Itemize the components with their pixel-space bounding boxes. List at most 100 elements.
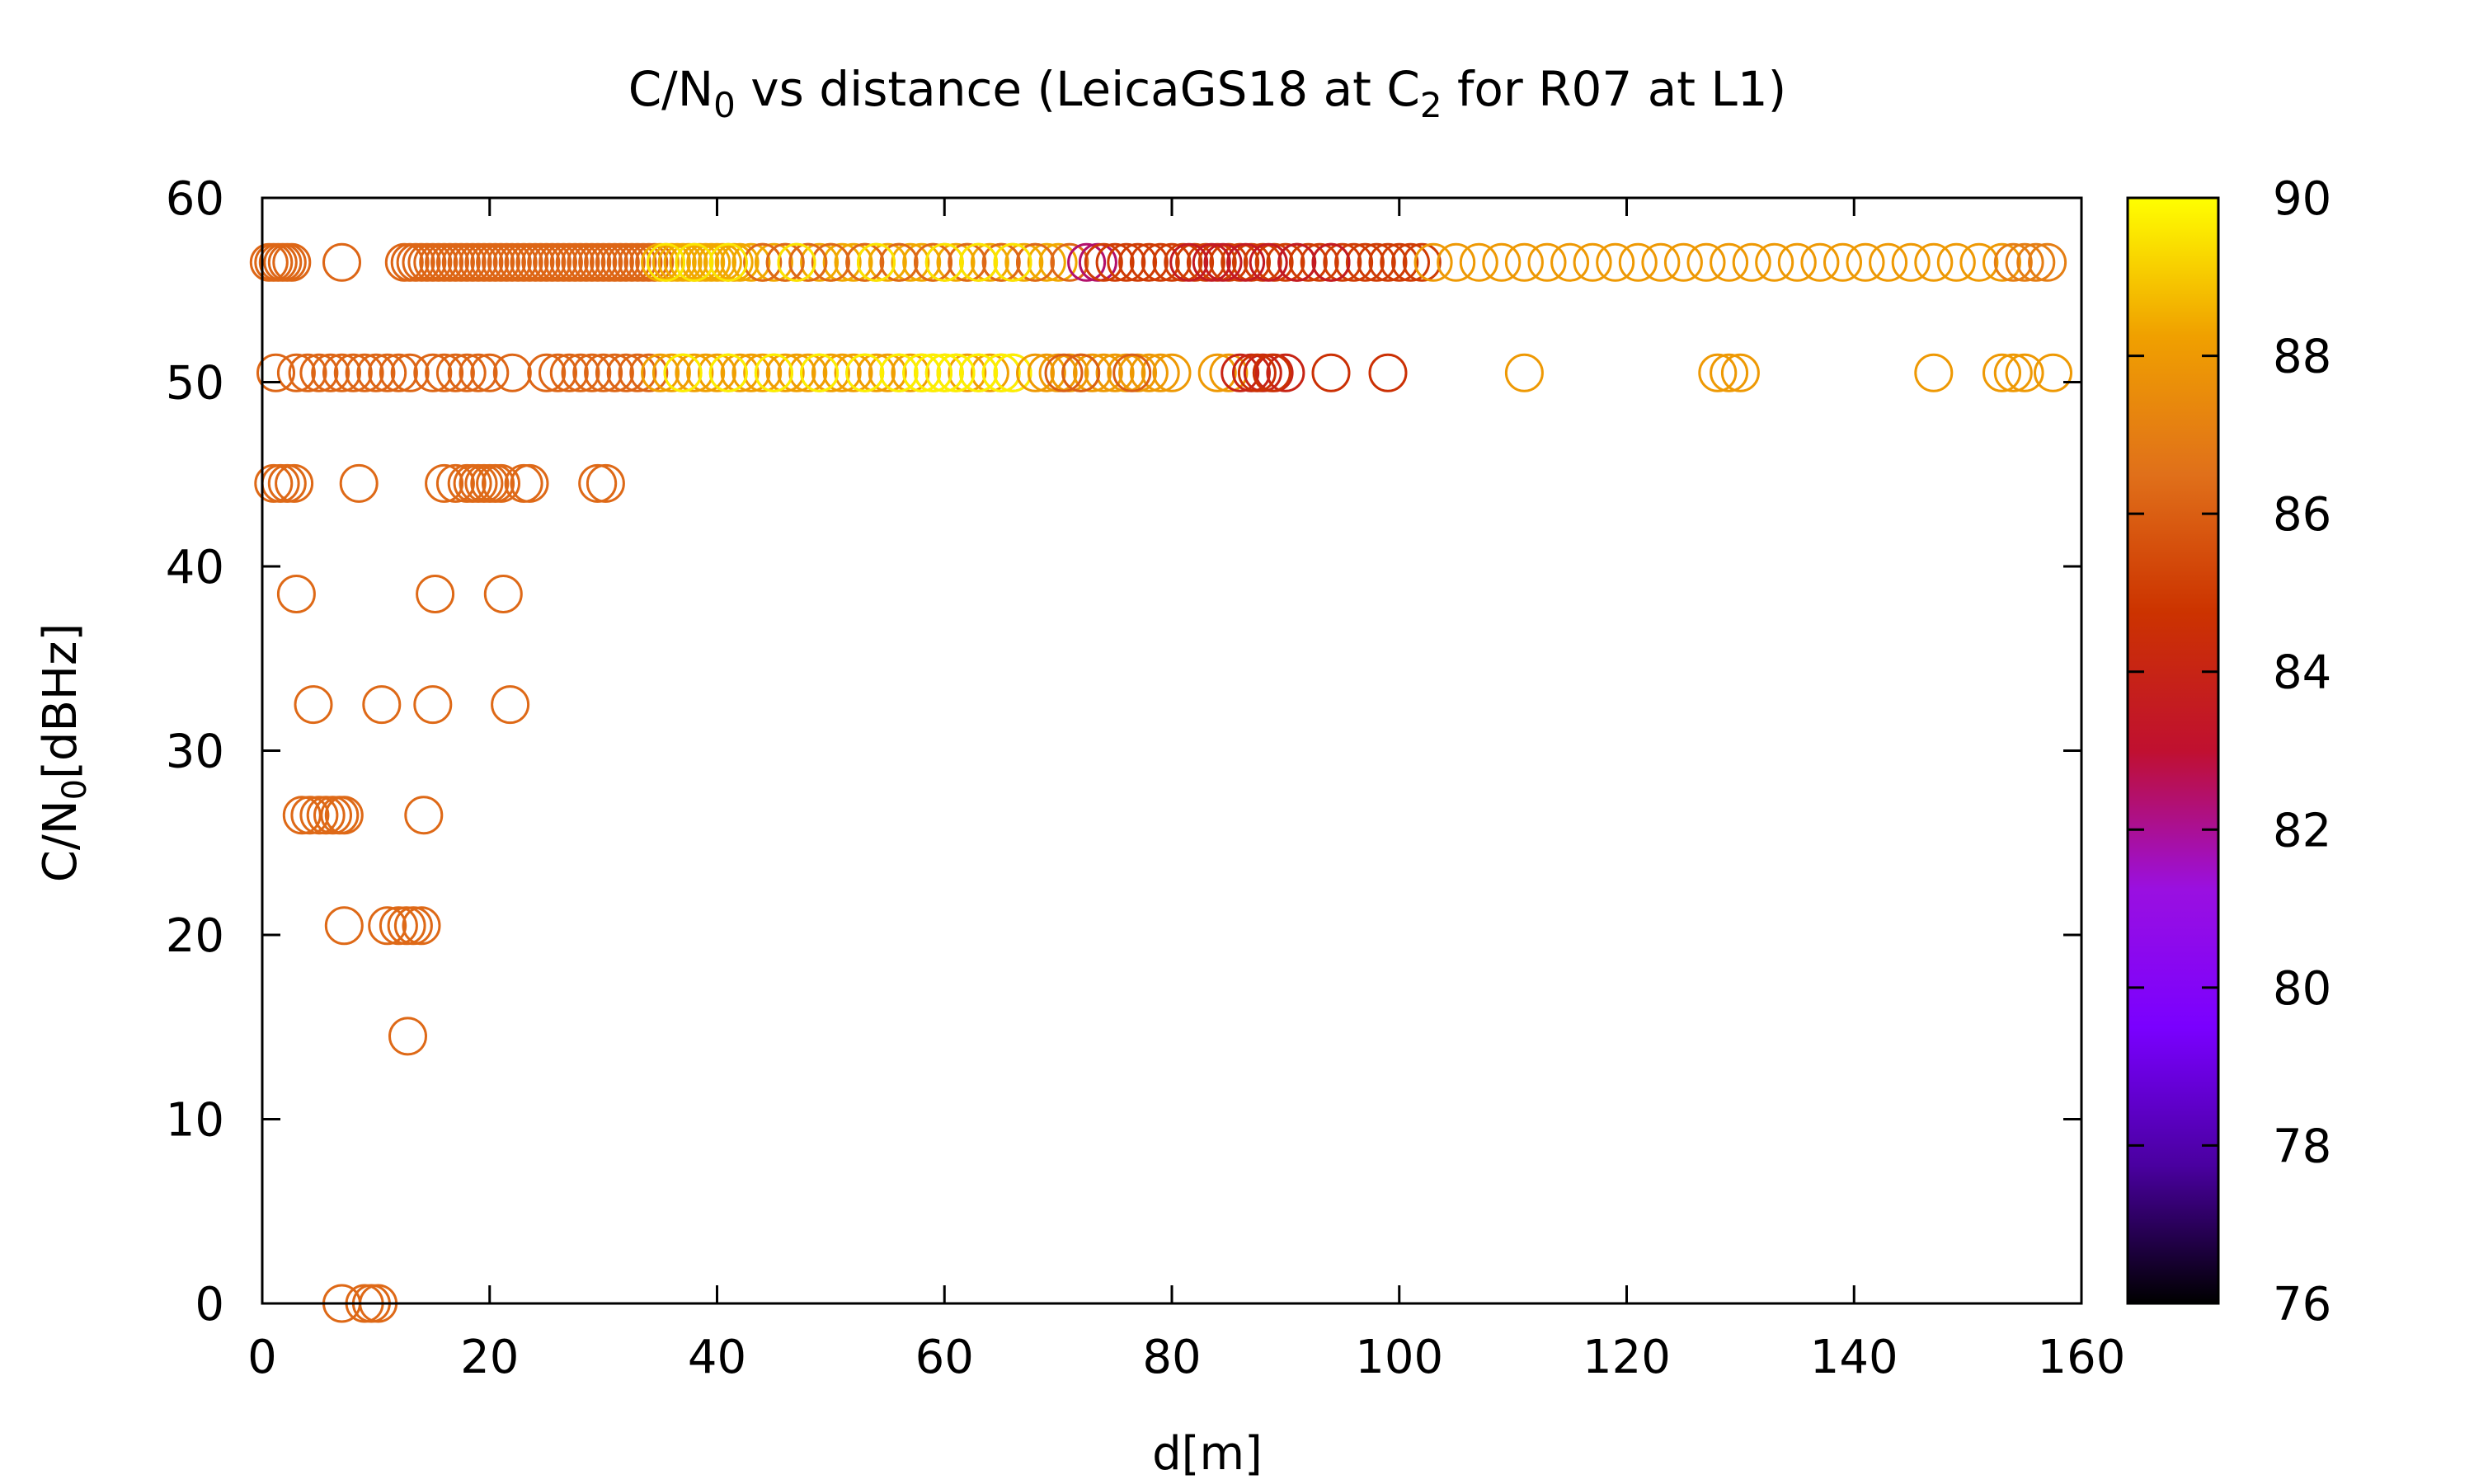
y-tick-label: 0 <box>195 1278 224 1331</box>
data-point <box>845 353 885 392</box>
data-point <box>492 353 532 392</box>
colorbar-tick-label: 76 <box>2273 1278 2331 1331</box>
data-point <box>1914 353 1954 392</box>
data-point <box>425 353 464 392</box>
x-tick-label: 20 <box>460 1331 519 1384</box>
x-tick-label: 140 <box>1810 1331 1898 1384</box>
data-point <box>1107 242 1146 282</box>
colorbar-tick-label: 86 <box>2273 488 2331 542</box>
data-point <box>879 242 919 282</box>
data-point <box>306 796 346 835</box>
x-tick-label: 80 <box>1142 1331 1201 1384</box>
data-point <box>368 906 407 946</box>
data-point <box>1993 353 2033 392</box>
data-point <box>404 796 444 835</box>
data-point <box>651 353 691 392</box>
y-axis-label-sub: 0 <box>56 779 94 800</box>
data-point <box>256 353 295 392</box>
data-point <box>483 575 523 613</box>
data-point <box>1061 353 1101 392</box>
data-point <box>1252 353 1291 392</box>
data-point <box>595 353 634 392</box>
data-point <box>857 353 896 392</box>
data-point <box>731 353 771 392</box>
data-point <box>1482 242 1522 282</box>
data-point <box>891 242 930 282</box>
data-point <box>1777 242 1817 282</box>
data-point <box>578 463 618 503</box>
data-point <box>1846 242 1885 282</box>
data-point <box>362 685 402 725</box>
data-point <box>708 242 748 282</box>
data-point <box>868 242 907 282</box>
data-point <box>470 353 510 392</box>
data-point <box>959 353 999 392</box>
data-point <box>276 575 316 613</box>
data-point <box>800 242 840 282</box>
chart-title-sub2: 2 <box>1420 85 1442 125</box>
data-point <box>1720 353 1760 392</box>
data-point <box>1152 242 1192 282</box>
data-point <box>1095 353 1135 392</box>
data-point <box>1016 353 1055 392</box>
data-point <box>686 353 726 392</box>
data-point <box>743 353 783 392</box>
data-point <box>1459 242 1498 282</box>
data-point <box>379 906 418 946</box>
data-point <box>572 353 612 392</box>
data-point <box>1266 242 1305 282</box>
data-point <box>402 906 441 946</box>
data-point <box>313 796 352 835</box>
data-point <box>902 353 942 392</box>
data-point <box>1334 242 1374 282</box>
data-point <box>1221 353 1260 392</box>
colorbar-tick-label: 82 <box>2273 804 2331 857</box>
data-point <box>2028 242 2067 282</box>
data-point <box>1936 242 1976 282</box>
data-point <box>1869 242 1908 282</box>
data-point <box>606 353 646 392</box>
data-point <box>299 796 339 835</box>
data-point <box>731 242 771 282</box>
data-point <box>914 353 952 392</box>
data-point <box>981 242 1021 282</box>
data-point <box>765 353 805 392</box>
data-point <box>1141 353 1180 392</box>
data-point <box>936 353 976 392</box>
data-point <box>388 1017 427 1056</box>
data-point <box>1129 353 1169 392</box>
data-point <box>822 353 862 392</box>
colorbar-tick-label: 90 <box>2273 172 2331 226</box>
data-point <box>584 353 623 392</box>
data-point <box>1357 242 1396 282</box>
data-point <box>539 353 577 392</box>
data-point <box>834 353 873 392</box>
data-point <box>1038 242 1078 282</box>
data-point <box>777 353 816 392</box>
data-point <box>276 353 316 392</box>
data-point <box>290 796 330 835</box>
data-point <box>324 906 364 946</box>
data-point <box>811 353 850 392</box>
data-point <box>1112 353 1152 392</box>
y-tick-label: 50 <box>166 357 224 411</box>
data-point <box>981 353 1021 392</box>
data-point <box>675 242 714 282</box>
chart-title: C/N0 vs distance (LeicaGS18 at C2 for R0… <box>628 61 1787 125</box>
data-point <box>1129 242 1169 282</box>
data-points <box>249 242 2072 1323</box>
data-point <box>879 353 919 392</box>
plot-area <box>262 198 2081 1303</box>
data-point <box>324 796 364 835</box>
axes: 0 20 40 60 80 100 120 140 160 0 10 20 30 40 50 60 <box>166 172 2126 1384</box>
data-point <box>435 353 475 392</box>
data-point <box>416 575 455 613</box>
chart-title-suffix: for R07 at L1) <box>1442 61 1787 117</box>
data-point <box>788 353 828 392</box>
data-point <box>1073 353 1112 392</box>
data-point <box>1027 242 1066 282</box>
y-axis-label: C/N0[dBHz] <box>34 623 94 882</box>
y-tick-label: 10 <box>166 1094 224 1148</box>
data-point <box>1277 242 1317 282</box>
data-point <box>1288 242 1328 282</box>
